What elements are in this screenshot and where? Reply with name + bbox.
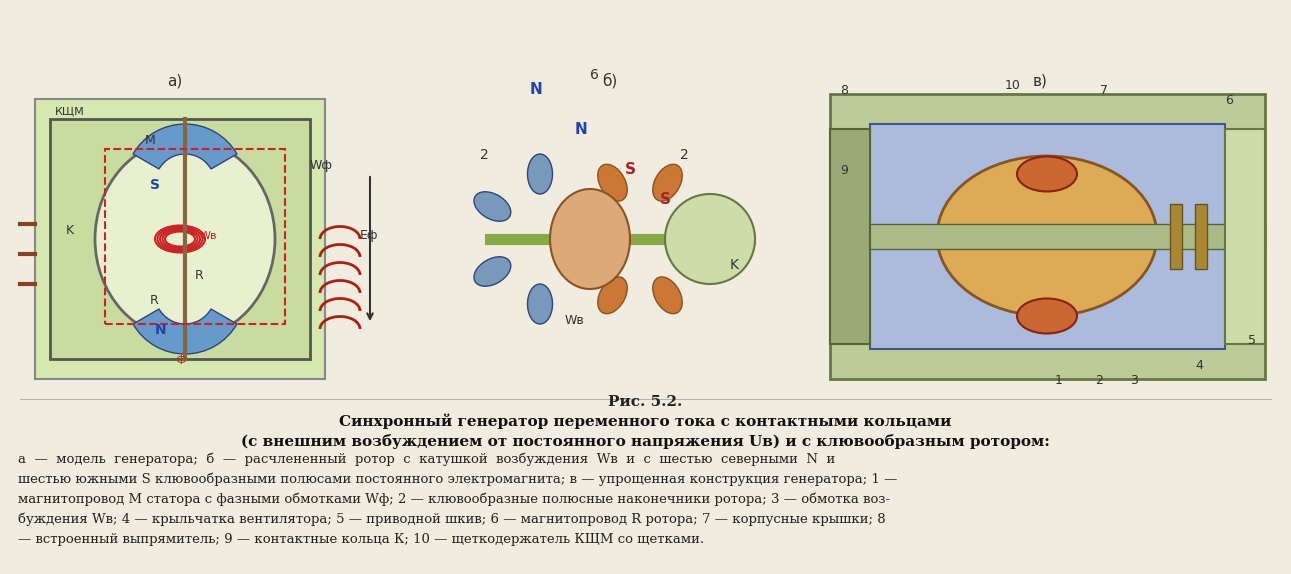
- Text: 4: 4: [1195, 359, 1203, 372]
- Ellipse shape: [528, 154, 553, 194]
- Bar: [1170, 204, 1183, 269]
- Ellipse shape: [569, 257, 605, 286]
- Text: буждения Wв; 4 — крыльчатка вентилятора; 5 — приводной шкив; 6 — магнитопровод R: буждения Wв; 4 — крыльчатка вентилятора;…: [18, 513, 886, 526]
- Text: шестью южными S клювообразными полюсами постоянного электромагнита; в — упрощенн: шестью южными S клювообразными полюсами …: [18, 472, 897, 486]
- Text: (с внешним возбуждением от постоянного напряжения Uв) и с клювообразным ротором:: (с внешним возбуждением от постоянного н…: [240, 434, 1050, 449]
- Ellipse shape: [96, 139, 275, 339]
- Ellipse shape: [550, 189, 630, 289]
- Wedge shape: [133, 309, 238, 354]
- Ellipse shape: [565, 227, 605, 251]
- Text: 6: 6: [590, 68, 599, 82]
- Ellipse shape: [937, 156, 1157, 316]
- Text: 9: 9: [840, 164, 848, 177]
- Ellipse shape: [653, 164, 682, 201]
- Text: КЩМ: КЩМ: [56, 106, 85, 116]
- Text: K: K: [729, 258, 738, 272]
- Ellipse shape: [474, 192, 511, 221]
- Text: 8: 8: [840, 84, 848, 97]
- Bar: [830, 94, 1265, 379]
- Bar: [1195, 204, 1207, 269]
- Text: магнитопровод М статора с фазными обмотками Wф; 2 — клювообразные полюсные након: магнитопровод М статора с фазными обмотк…: [18, 492, 889, 506]
- Text: а): а): [168, 74, 182, 89]
- Text: 2: 2: [680, 148, 689, 162]
- Bar: [35, 99, 325, 379]
- Bar: [830, 224, 1265, 249]
- Text: N: N: [531, 82, 542, 97]
- Text: R: R: [150, 294, 159, 307]
- Text: S: S: [660, 192, 671, 207]
- Text: Wв: Wв: [200, 231, 217, 241]
- Text: S: S: [625, 162, 636, 177]
- Text: 3: 3: [1130, 374, 1137, 387]
- Ellipse shape: [598, 277, 627, 314]
- Text: 6: 6: [1225, 94, 1233, 107]
- Bar: [870, 124, 1225, 349]
- Bar: [1225, 129, 1265, 344]
- Text: Рис. 5.2.: Рис. 5.2.: [608, 395, 682, 409]
- Ellipse shape: [569, 192, 605, 221]
- Text: Wв: Wв: [565, 314, 585, 327]
- Text: M: M: [145, 134, 156, 147]
- Text: в): в): [1033, 74, 1047, 89]
- Wedge shape: [133, 124, 238, 169]
- Text: K: K: [66, 224, 74, 237]
- Text: Синхронный генератор переменного тока с контактными кольцами: Синхронный генератор переменного тока с …: [338, 413, 951, 429]
- Text: R: R: [195, 269, 204, 282]
- Ellipse shape: [653, 277, 682, 314]
- Text: 2: 2: [1095, 374, 1103, 387]
- Text: Ф: Ф: [176, 354, 186, 367]
- Bar: [50, 119, 310, 359]
- Ellipse shape: [598, 164, 627, 201]
- Text: 7: 7: [1100, 84, 1108, 97]
- Ellipse shape: [474, 257, 511, 286]
- Text: а  —  модель  генератора;  б  —  расчлененный  ротор  с  катушкой  возбуждения  : а — модель генератора; б — расчлененный …: [18, 452, 835, 466]
- Text: N: N: [155, 323, 167, 337]
- Ellipse shape: [1017, 157, 1077, 192]
- Text: Eф: Eф: [360, 229, 378, 242]
- Text: Wф: Wф: [310, 159, 333, 172]
- Bar: [105, 149, 285, 324]
- Text: S: S: [150, 178, 160, 192]
- Ellipse shape: [675, 227, 715, 251]
- Text: — встроенный выпрямитель; 9 — контактные кольца К; 10 — щеткодержатель КЩМ со ще: — встроенный выпрямитель; 9 — контактные…: [18, 533, 704, 546]
- Text: 10: 10: [1004, 79, 1021, 92]
- Ellipse shape: [1017, 298, 1077, 333]
- Text: 5: 5: [1248, 334, 1256, 347]
- Circle shape: [665, 194, 755, 284]
- Bar: [830, 129, 870, 344]
- Ellipse shape: [528, 284, 553, 324]
- Text: N: N: [574, 122, 587, 137]
- Text: б): б): [603, 73, 617, 89]
- Text: 2: 2: [480, 148, 489, 162]
- Text: 1: 1: [1055, 374, 1062, 387]
